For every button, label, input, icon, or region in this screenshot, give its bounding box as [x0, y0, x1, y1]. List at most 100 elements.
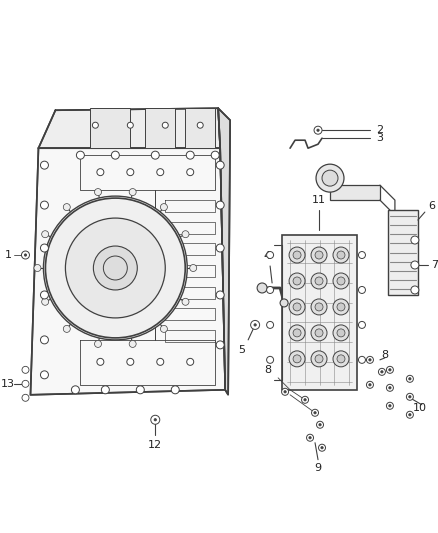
Circle shape [187, 168, 194, 176]
Circle shape [65, 218, 165, 318]
Polygon shape [218, 108, 230, 395]
Circle shape [22, 381, 29, 387]
Circle shape [293, 251, 301, 259]
Circle shape [314, 411, 316, 414]
Circle shape [367, 381, 374, 389]
Polygon shape [39, 108, 220, 148]
Circle shape [93, 246, 137, 290]
Circle shape [317, 421, 324, 428]
Polygon shape [145, 108, 175, 148]
Circle shape [386, 366, 393, 373]
Circle shape [293, 277, 301, 285]
Circle shape [182, 231, 189, 238]
Circle shape [369, 359, 371, 361]
Circle shape [358, 321, 365, 328]
Polygon shape [185, 108, 215, 148]
Text: 2: 2 [376, 125, 384, 135]
Circle shape [216, 201, 224, 209]
Circle shape [63, 325, 70, 333]
Text: 7: 7 [431, 260, 438, 270]
Text: 4: 4 [264, 251, 271, 261]
Circle shape [293, 303, 301, 311]
Circle shape [311, 247, 327, 263]
Circle shape [301, 397, 308, 403]
Circle shape [282, 389, 289, 395]
Circle shape [293, 329, 301, 337]
Text: 8: 8 [381, 350, 389, 360]
Circle shape [187, 358, 194, 365]
Circle shape [289, 351, 305, 367]
Circle shape [315, 277, 323, 285]
Circle shape [289, 247, 305, 263]
Circle shape [358, 252, 365, 259]
Circle shape [151, 151, 159, 159]
Circle shape [321, 447, 323, 449]
Circle shape [389, 369, 391, 371]
Circle shape [95, 189, 102, 196]
Text: 3: 3 [376, 133, 383, 143]
Circle shape [337, 303, 345, 311]
Circle shape [337, 329, 345, 337]
Circle shape [314, 126, 322, 134]
Circle shape [92, 122, 99, 128]
Polygon shape [31, 148, 225, 395]
Circle shape [267, 252, 274, 259]
Circle shape [40, 201, 49, 209]
Circle shape [406, 393, 413, 400]
Circle shape [315, 355, 323, 363]
Circle shape [322, 170, 338, 186]
Circle shape [333, 273, 349, 289]
Text: 8: 8 [265, 365, 272, 375]
Circle shape [197, 122, 203, 128]
Circle shape [76, 151, 85, 159]
Text: 13: 13 [0, 379, 14, 389]
Circle shape [97, 358, 104, 365]
Circle shape [43, 196, 187, 340]
Circle shape [71, 386, 79, 394]
Circle shape [24, 254, 27, 256]
Circle shape [311, 351, 327, 367]
Circle shape [386, 384, 393, 391]
Circle shape [304, 399, 306, 401]
Circle shape [293, 355, 301, 363]
Circle shape [315, 303, 323, 311]
Circle shape [216, 341, 224, 349]
Text: 6: 6 [428, 201, 435, 211]
Polygon shape [282, 235, 357, 390]
Circle shape [40, 161, 49, 169]
Circle shape [34, 264, 41, 271]
Circle shape [129, 189, 136, 196]
Circle shape [186, 151, 194, 159]
Polygon shape [388, 210, 418, 295]
Circle shape [309, 437, 311, 439]
Circle shape [40, 244, 49, 252]
Circle shape [333, 299, 349, 315]
Circle shape [315, 329, 323, 337]
Circle shape [154, 418, 156, 421]
Circle shape [386, 402, 393, 409]
Circle shape [333, 247, 349, 263]
Circle shape [307, 434, 314, 441]
Circle shape [127, 358, 134, 365]
Circle shape [311, 273, 327, 289]
Circle shape [317, 129, 319, 132]
Circle shape [42, 298, 49, 305]
Circle shape [369, 384, 371, 386]
Circle shape [157, 358, 164, 365]
Circle shape [257, 283, 267, 293]
Circle shape [182, 298, 189, 305]
Circle shape [406, 411, 413, 418]
Circle shape [378, 368, 385, 375]
Text: 12: 12 [148, 440, 162, 450]
Circle shape [389, 386, 391, 389]
Circle shape [409, 395, 411, 398]
Circle shape [171, 386, 179, 394]
Circle shape [251, 320, 260, 329]
Circle shape [127, 122, 133, 128]
Circle shape [160, 325, 167, 333]
Circle shape [267, 321, 274, 328]
Circle shape [333, 351, 349, 367]
Circle shape [151, 415, 160, 424]
Circle shape [409, 414, 411, 416]
Circle shape [190, 264, 197, 271]
